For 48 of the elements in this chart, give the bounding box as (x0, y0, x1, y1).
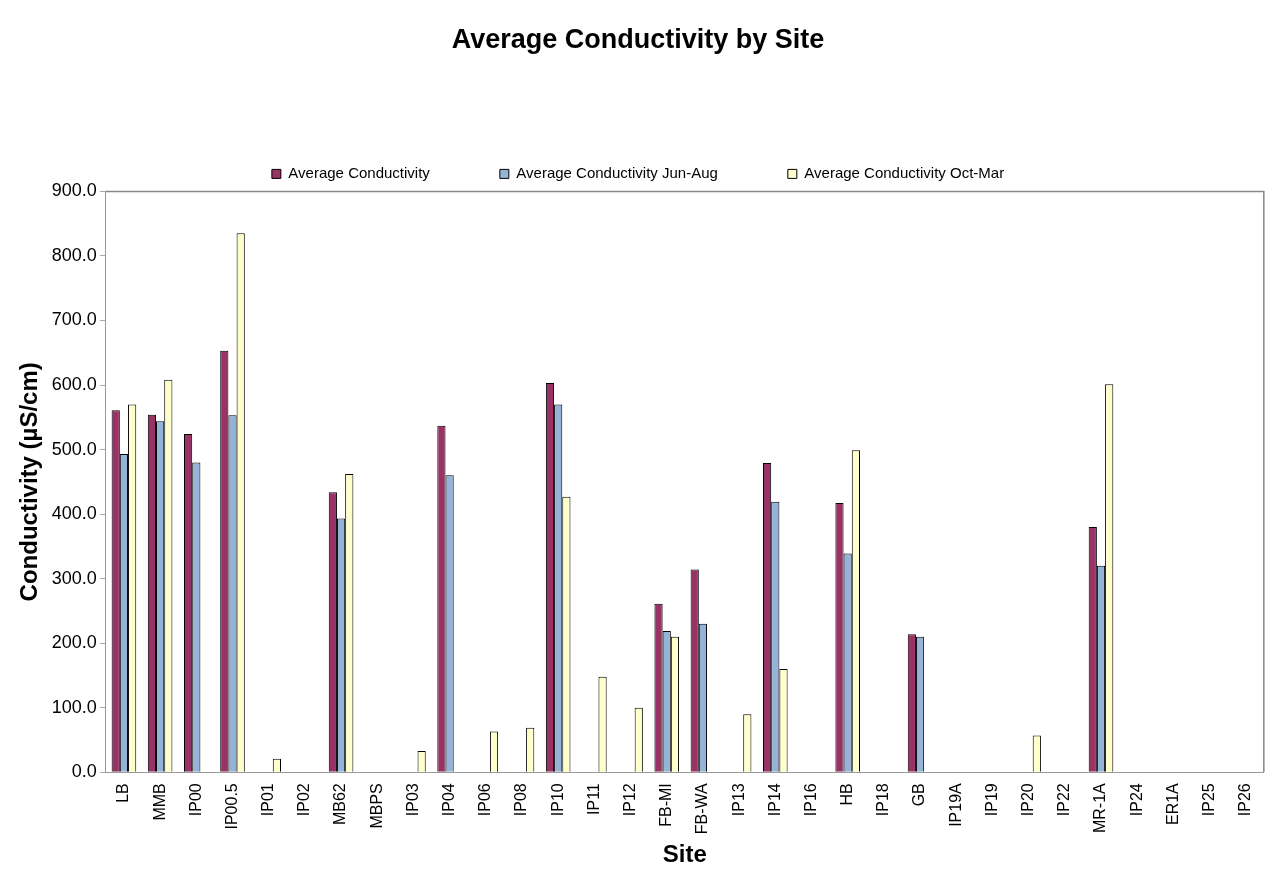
x-tick-label: IP18 (874, 783, 892, 817)
x-tick-label: IP20 (1019, 783, 1037, 817)
y-tick-label: 300.0 (51, 567, 97, 588)
y-tick-label: 500.0 (51, 438, 97, 459)
x-tick-label: IP02 (295, 783, 313, 817)
x-tick-label: MMB (150, 783, 168, 821)
x-tick-label: GB (910, 783, 928, 807)
x-tick-label: IP00 (186, 783, 204, 817)
y-tick-label: 400.0 (51, 503, 97, 524)
x-tick-label: ER1A (1163, 782, 1181, 826)
x-tick-label: FB-MI (657, 783, 675, 827)
y-axis-title: Conductivity (µS/cm) (15, 362, 43, 602)
x-tick-label: IP19 (982, 783, 1000, 817)
x-tick-label: IP00.5 (222, 783, 240, 830)
x-tick-label: IP04 (440, 783, 458, 817)
x-tick-label: IP12 (620, 783, 638, 817)
x-tick-label: MBPS (367, 783, 385, 829)
x-tick-label: FB-WA (693, 782, 711, 835)
chart-title: Average Conductivity by Site (451, 23, 825, 54)
x-tick-label: HB (838, 783, 856, 806)
x-tick-label: LB (114, 783, 132, 803)
x-tick-label: IP11 (584, 783, 602, 815)
x-tick-label: IP01 (259, 783, 277, 817)
x-tick-label: IP25 (1199, 783, 1217, 817)
y-tick-label: 900.0 (51, 180, 97, 201)
y-tick-label: 100.0 (51, 696, 97, 717)
x-tick-label: IP26 (1236, 783, 1254, 817)
x-tick-label: IP22 (1055, 783, 1073, 817)
x-tick-label: IP24 (1127, 783, 1145, 817)
x-tick-label: IP08 (512, 783, 530, 817)
x-tick-label: IP13 (729, 783, 747, 817)
y-tick-label: 0.0 (71, 761, 97, 782)
y-tick-label: 700.0 (51, 309, 97, 330)
x-tick-label: MB62 (331, 783, 349, 826)
x-tick-label: IP10 (548, 783, 566, 817)
y-tick-label: 200.0 (51, 632, 97, 653)
legend-label: Average Conductivity (288, 164, 431, 182)
x-tick-label: IP06 (476, 783, 494, 817)
x-tick-label: MR-1A (1091, 782, 1109, 834)
x-tick-label: IP16 (801, 783, 819, 817)
x-tick-label: IP14 (765, 783, 783, 817)
y-tick-label: 800.0 (51, 244, 97, 265)
legend-label: Average Conductivity Oct-Mar (804, 164, 1005, 182)
y-tick-label: 600.0 (51, 373, 97, 394)
x-tick-label: IP19A (946, 782, 964, 827)
x-tick-label: IP03 (403, 783, 421, 817)
x-axis-title: Site (662, 840, 707, 868)
legend-label: Average Conductivity Jun-Aug (516, 164, 718, 182)
